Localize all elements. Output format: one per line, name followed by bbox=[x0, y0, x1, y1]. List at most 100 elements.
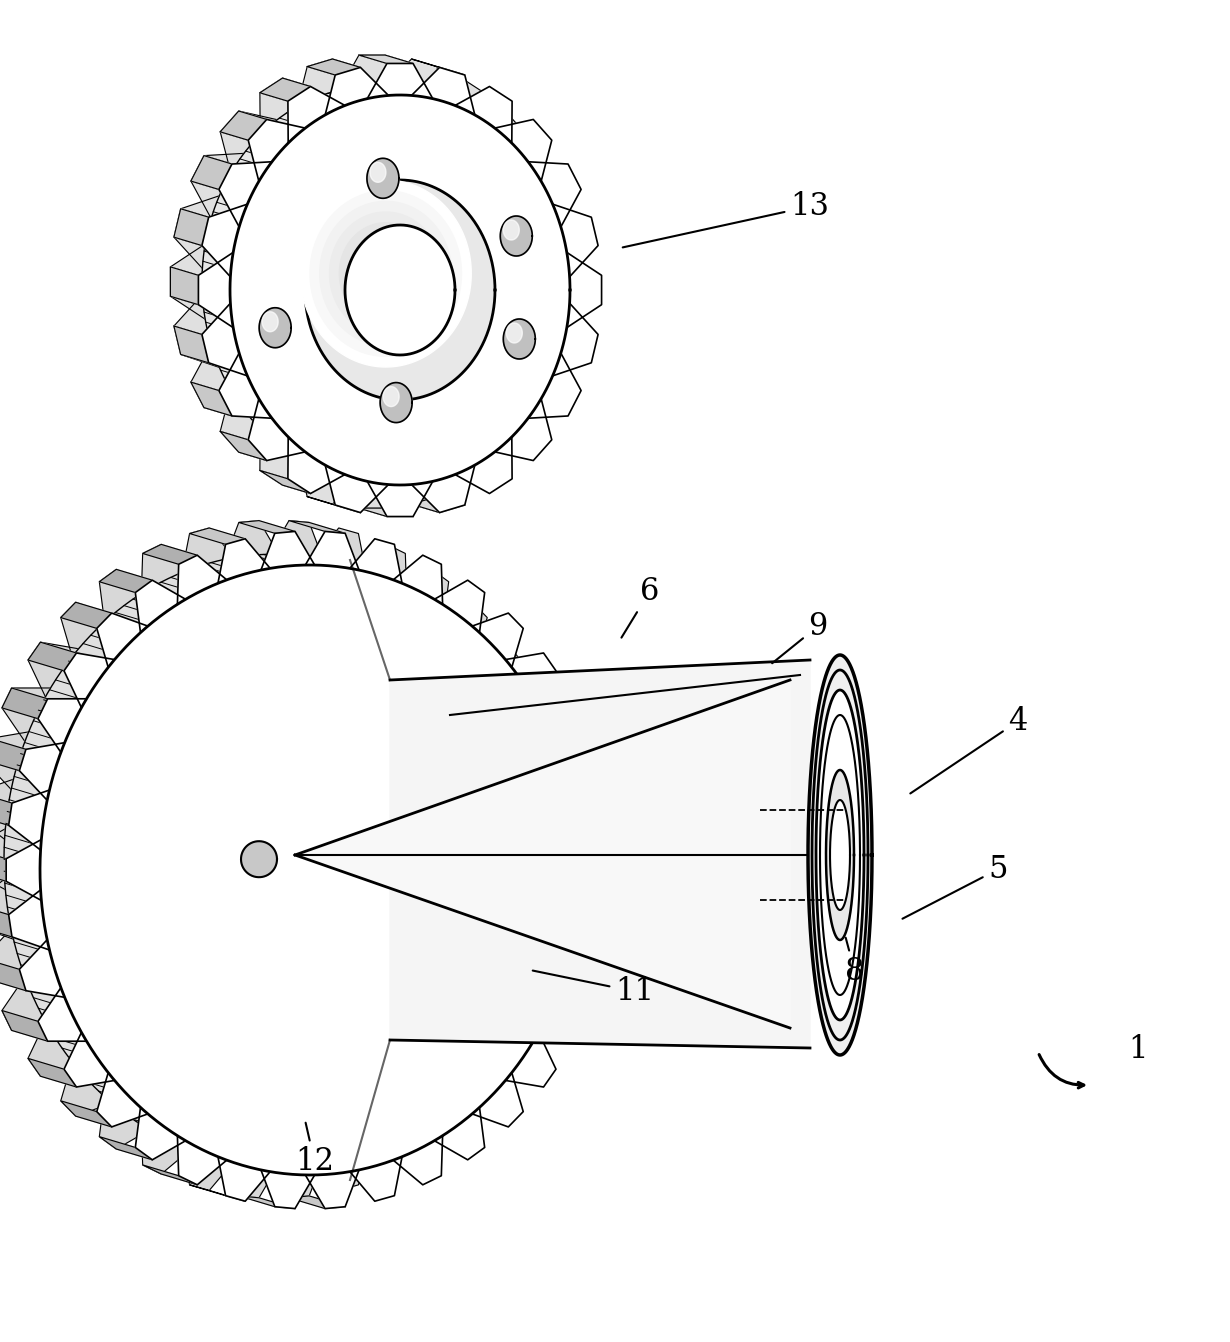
Polygon shape bbox=[305, 1170, 359, 1209]
Polygon shape bbox=[815, 690, 863, 1020]
Polygon shape bbox=[827, 770, 854, 939]
Polygon shape bbox=[28, 1021, 79, 1076]
Polygon shape bbox=[289, 1196, 346, 1209]
Polygon shape bbox=[177, 556, 226, 604]
Polygon shape bbox=[542, 829, 578, 890]
Polygon shape bbox=[202, 204, 247, 276]
Polygon shape bbox=[218, 538, 271, 584]
Polygon shape bbox=[578, 840, 614, 900]
Polygon shape bbox=[2, 977, 50, 1031]
Polygon shape bbox=[20, 939, 65, 997]
Polygon shape bbox=[357, 1125, 407, 1174]
Polygon shape bbox=[177, 1135, 226, 1185]
Polygon shape bbox=[571, 790, 611, 849]
Polygon shape bbox=[412, 497, 465, 513]
Polygon shape bbox=[241, 841, 277, 878]
Polygon shape bbox=[349, 1157, 402, 1201]
Polygon shape bbox=[370, 162, 386, 183]
Polygon shape bbox=[519, 929, 565, 986]
Polygon shape bbox=[434, 580, 485, 632]
Polygon shape bbox=[260, 428, 317, 484]
Polygon shape bbox=[182, 527, 234, 573]
Polygon shape bbox=[320, 201, 451, 346]
Polygon shape bbox=[494, 399, 552, 460]
Polygon shape bbox=[261, 1170, 315, 1209]
Polygon shape bbox=[369, 255, 403, 293]
Polygon shape bbox=[198, 252, 234, 327]
Text: 1: 1 bbox=[1128, 1033, 1148, 1066]
Polygon shape bbox=[191, 156, 232, 189]
Polygon shape bbox=[298, 456, 360, 505]
Polygon shape bbox=[288, 86, 344, 144]
Polygon shape bbox=[472, 1072, 523, 1127]
Polygon shape bbox=[0, 879, 14, 939]
Polygon shape bbox=[219, 162, 272, 227]
Polygon shape bbox=[0, 929, 28, 986]
Polygon shape bbox=[412, 466, 475, 513]
Polygon shape bbox=[399, 1096, 449, 1149]
Polygon shape bbox=[380, 382, 412, 423]
Polygon shape bbox=[412, 67, 475, 115]
Polygon shape bbox=[390, 660, 811, 1048]
Polygon shape bbox=[289, 521, 346, 533]
Polygon shape bbox=[60, 603, 112, 656]
Polygon shape bbox=[310, 191, 461, 357]
Polygon shape bbox=[173, 295, 219, 368]
Polygon shape bbox=[100, 1137, 153, 1159]
Polygon shape bbox=[470, 1021, 520, 1076]
Polygon shape bbox=[260, 78, 310, 101]
Polygon shape bbox=[135, 1107, 186, 1159]
Polygon shape bbox=[525, 196, 569, 268]
Polygon shape bbox=[220, 111, 277, 173]
Polygon shape bbox=[4, 554, 544, 1165]
Polygon shape bbox=[501, 216, 533, 256]
Polygon shape bbox=[552, 204, 598, 276]
Polygon shape bbox=[528, 353, 581, 419]
Polygon shape bbox=[534, 699, 582, 753]
Polygon shape bbox=[399, 569, 449, 621]
Polygon shape bbox=[9, 790, 49, 849]
Polygon shape bbox=[225, 1159, 279, 1198]
Polygon shape bbox=[552, 303, 598, 376]
Polygon shape bbox=[28, 1059, 76, 1087]
Text: 11: 11 bbox=[533, 970, 654, 1006]
Polygon shape bbox=[535, 879, 576, 939]
Polygon shape bbox=[330, 212, 442, 336]
Polygon shape bbox=[189, 1185, 245, 1201]
Polygon shape bbox=[308, 497, 360, 513]
Polygon shape bbox=[368, 63, 433, 99]
Polygon shape bbox=[534, 988, 582, 1041]
Polygon shape bbox=[2, 1011, 48, 1041]
Polygon shape bbox=[248, 399, 305, 460]
Polygon shape bbox=[427, 428, 485, 484]
Polygon shape bbox=[325, 67, 389, 115]
Polygon shape bbox=[339, 55, 405, 90]
Polygon shape bbox=[808, 655, 872, 1055]
Polygon shape bbox=[260, 471, 310, 494]
Polygon shape bbox=[97, 1072, 148, 1127]
Polygon shape bbox=[260, 307, 292, 348]
Text: 13: 13 bbox=[622, 191, 829, 247]
Polygon shape bbox=[470, 643, 520, 696]
Polygon shape bbox=[64, 654, 114, 707]
Polygon shape bbox=[295, 680, 790, 1028]
Polygon shape bbox=[501, 345, 554, 409]
Polygon shape bbox=[64, 1032, 114, 1087]
Polygon shape bbox=[0, 829, 5, 890]
Text: 5: 5 bbox=[903, 854, 1007, 919]
Polygon shape bbox=[519, 731, 565, 789]
Polygon shape bbox=[97, 613, 148, 667]
Polygon shape bbox=[9, 890, 49, 950]
Polygon shape bbox=[555, 939, 600, 997]
Polygon shape bbox=[535, 780, 576, 839]
Polygon shape bbox=[830, 800, 850, 910]
Polygon shape bbox=[6, 840, 42, 900]
Polygon shape bbox=[300, 180, 471, 366]
Polygon shape bbox=[528, 162, 581, 227]
Polygon shape bbox=[357, 545, 407, 593]
Polygon shape bbox=[191, 153, 244, 219]
Polygon shape bbox=[60, 1100, 112, 1127]
Polygon shape bbox=[506, 1032, 556, 1087]
Polygon shape bbox=[305, 531, 359, 570]
Text: 9: 9 bbox=[772, 611, 828, 663]
